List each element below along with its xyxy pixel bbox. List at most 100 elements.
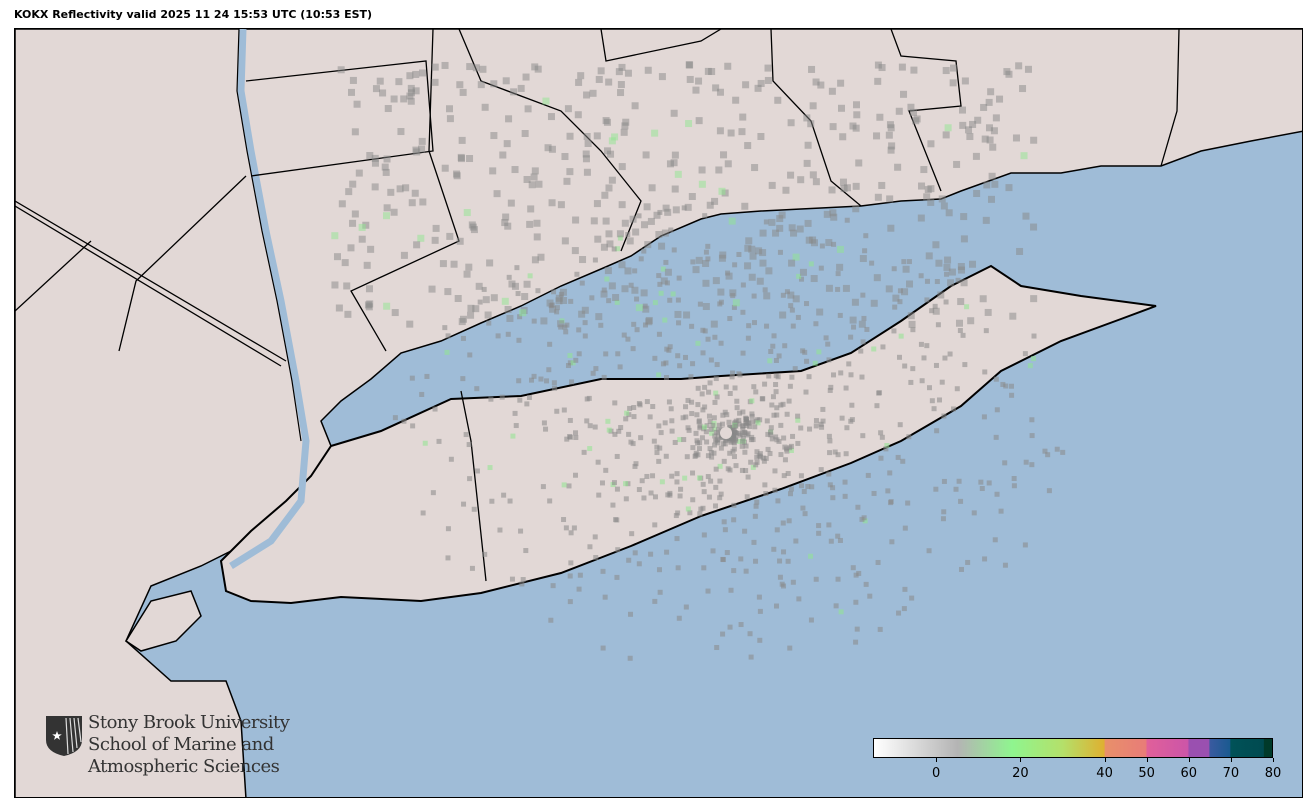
echo-gate: [727, 316, 733, 322]
echo-gate: [910, 366, 916, 372]
echo-gate: [771, 333, 777, 339]
echo-gate: [703, 429, 709, 435]
echo-gate: [762, 482, 768, 488]
echo-gate: [653, 211, 661, 219]
echo-gate: [800, 348, 806, 354]
echo-gate: [969, 260, 977, 268]
echo-gate: [481, 103, 489, 111]
echo-gate: [863, 581, 869, 587]
echo-gate: [445, 526, 451, 532]
echo-gate: [826, 433, 832, 439]
echo-gate: [686, 75, 694, 83]
echo-gate: [517, 84, 525, 92]
echo-gate: [600, 290, 608, 298]
echo-gate: [953, 486, 959, 492]
echo-gate: [431, 236, 439, 244]
echo-gate: [838, 370, 844, 376]
echo-gate: [902, 363, 908, 369]
echo-gate: [769, 402, 775, 408]
echo-gate: [531, 373, 537, 379]
echo-gate: [524, 105, 532, 113]
echo-gate: [825, 341, 831, 347]
echo-gate: [998, 508, 1004, 514]
echo-gate: [411, 189, 419, 197]
echo-gate: [706, 413, 712, 419]
echo-gate: [702, 328, 708, 334]
echo-gate: [837, 537, 843, 543]
echo-gate: [751, 320, 757, 326]
echo-gate: [776, 353, 782, 359]
echo-gate: [551, 380, 557, 386]
echo-gate: [446, 115, 454, 123]
echo-gate: [933, 486, 939, 492]
echo-gate: [722, 409, 728, 415]
echo-gate: [782, 343, 788, 349]
echo-gate: [940, 202, 948, 210]
echo-gate: [738, 622, 744, 628]
echo-gate: [383, 302, 391, 310]
echo-gate: [576, 351, 582, 357]
echo-gate: [724, 62, 732, 70]
echo-gate: [896, 610, 902, 616]
echo-gate: [689, 411, 695, 417]
echo-gate: [738, 128, 746, 136]
hudson-river-shore: [236, 29, 302, 442]
echo-gate: [771, 412, 777, 418]
echo-gate: [873, 274, 881, 282]
echo-gate: [410, 423, 416, 429]
echo-gate: [656, 331, 662, 337]
echo-gate: [749, 411, 755, 417]
echo-gate: [957, 328, 963, 334]
echo-gate: [1003, 383, 1009, 389]
echo-gate: [547, 113, 555, 121]
echo-gate: [701, 532, 707, 538]
echo-gate: [677, 493, 683, 499]
echo-gate: [446, 105, 454, 113]
echo-gate: [601, 191, 609, 199]
echo-gate: [820, 406, 826, 412]
echo-gate: [613, 517, 619, 523]
echo-gate: [700, 350, 706, 356]
echo-gate: [564, 322, 570, 328]
echo-gate: [718, 340, 724, 346]
echo-gate: [740, 409, 746, 415]
echo-gate: [792, 366, 798, 372]
echo-gate: [804, 301, 810, 307]
echo-gate: [932, 307, 940, 315]
echo-gate: [779, 581, 785, 587]
echo-gate: [1029, 462, 1035, 468]
echo-gate: [1042, 448, 1048, 454]
echo-gate: [706, 389, 712, 395]
echo-gate: [913, 115, 921, 123]
echo-gate: [343, 282, 351, 290]
echo-gate: [731, 439, 737, 445]
echo-gate: [965, 559, 971, 565]
echo-gate: [855, 504, 861, 510]
colorbar-tick: [1273, 758, 1274, 762]
echo-gate: [781, 549, 787, 555]
echo-gate: [631, 102, 639, 110]
echo-gate: [795, 417, 801, 423]
echo-gate: [445, 555, 451, 561]
echo-gate: [499, 394, 505, 400]
echo-gate: [1023, 459, 1029, 465]
echo-gate: [501, 492, 507, 498]
echo-gate: [693, 430, 699, 436]
echo-gate: [712, 277, 720, 285]
echo-gate: [709, 454, 715, 460]
echo-gate: [774, 405, 780, 411]
echo-gate: [593, 132, 601, 140]
echo-gate: [560, 296, 568, 304]
echo-gate: [409, 375, 415, 381]
logo-line-3: Atmospheric Sciences: [88, 756, 280, 777]
echo-gate: [853, 111, 861, 119]
echo-gate: [590, 370, 596, 376]
radar-site-marker: [720, 427, 732, 439]
echo-gate: [596, 492, 602, 498]
echo-gate: [844, 217, 850, 223]
echo-gate: [592, 534, 598, 540]
echo-gate: [650, 473, 656, 479]
echo-gate: [696, 446, 702, 452]
echo-gate: [584, 140, 592, 148]
echo-gate: [746, 323, 752, 329]
